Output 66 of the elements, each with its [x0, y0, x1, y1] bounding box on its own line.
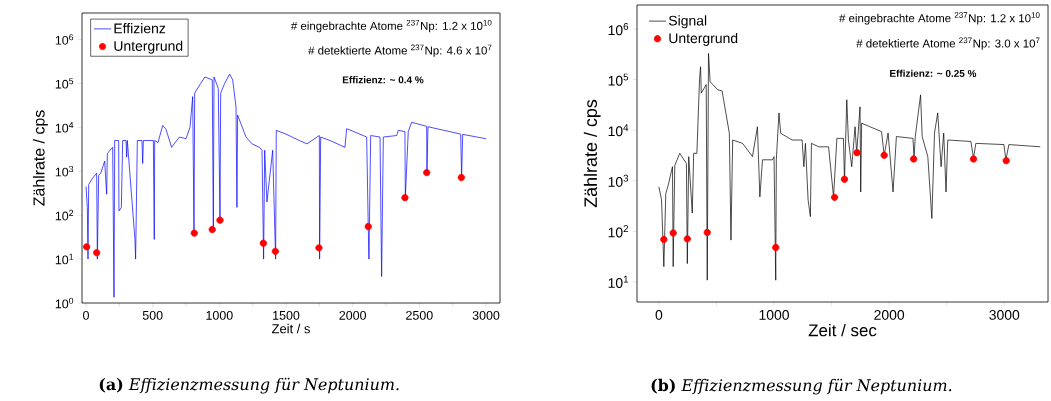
line-series [85, 73, 487, 298]
annotation: Effizienz: ~ 0.4 % [342, 76, 424, 84]
point [1002, 157, 1010, 165]
legend-label: Effizienz [114, 23, 166, 34]
legend-label: Untergrund [669, 32, 738, 46]
line-series [658, 53, 1041, 281]
point [401, 194, 409, 202]
x-tick-label: 1000 [759, 309, 789, 320]
legend-label: Untergrund [114, 40, 183, 54]
y-tick-label: 10$^{5}$ [608, 73, 629, 86]
point [840, 175, 849, 183]
point [880, 151, 888, 159]
annotation: # detektierte Atome $^{237}$Np: 4.6 x 10$^{7}$ [308, 44, 492, 57]
y-tick-label: 10$^{5}$ [55, 78, 74, 89]
point [364, 222, 372, 231]
y-tick-label: 10$^{6}$ [55, 34, 74, 45]
annotation: # eingebrachte Atome $^{237}$Np: 1.2 x 10$^{10}$ [290, 19, 492, 33]
y-tick-label: 10$^{4}$ [608, 124, 629, 137]
point [660, 235, 668, 244]
point [772, 243, 780, 252]
y-axis-title: Zählrate / cps [583, 99, 601, 208]
text: (a) Effizienzmessung für Neptunium. [99, 377, 399, 394]
y-tick-label: 10$^{1}$ [608, 275, 629, 288]
annotation: Effizienz: ~ 0.25 % [890, 69, 977, 77]
y-tick-label: 10$^{3}$ [608, 174, 629, 187]
y-tick-label: 10$^{2}$ [55, 209, 74, 221]
x-tick-label: 0 [655, 309, 663, 320]
y-tick-label: 10$^{3}$ [55, 165, 74, 177]
x-tick-label: 3000 [472, 310, 500, 320]
point [190, 229, 198, 237]
point [315, 244, 323, 252]
y-axis-title: Zählrate / cps [32, 110, 48, 206]
point [259, 239, 267, 247]
point [853, 149, 861, 157]
x-tick-label: 2000 [339, 310, 367, 320]
point [703, 228, 711, 237]
point [208, 225, 216, 234]
point [669, 229, 677, 237]
y-tick-label: 10$^{0}$ [55, 297, 74, 309]
x-tick-label: 0 [83, 310, 89, 320]
point [457, 173, 465, 182]
annotation: # detektierte Atome $^{237}$Np: 3.0 x 10$^{7}$ [856, 37, 1040, 50]
point [83, 243, 91, 251]
point [271, 247, 279, 255]
x-tick-label: 1000 [206, 310, 233, 320]
y-tick-label: 10$^{4}$ [55, 122, 74, 133]
point [93, 249, 101, 257]
point [969, 155, 978, 163]
x-tick-label: 3000 [989, 309, 1020, 320]
x-tick-label: 2500 [406, 310, 433, 320]
point [910, 155, 918, 163]
x-axis-title: Zeit / s [271, 323, 310, 334]
y-tick-label: 10$^{6}$ [608, 23, 629, 36]
point [423, 169, 431, 177]
y-tick-label: 10$^{1}$ [55, 253, 74, 265]
x-tick-label: 1500 [273, 310, 300, 320]
x-tick-label: 2000 [874, 309, 905, 320]
legend-label: Signal [668, 15, 707, 29]
x-axis-title: Zeit / sec [808, 323, 877, 337]
annotation: # eingebrachte Atome $^{237}$Np: 1.2 x 10$^{10}$ [839, 12, 1040, 25]
text: (b) Effizienzmessung für Neptunium. [651, 378, 952, 395]
y-tick-label: 10$^{2}$ [608, 225, 629, 238]
point [683, 235, 691, 243]
point [216, 216, 224, 224]
x-tick-label: 500 [142, 310, 163, 320]
point [830, 193, 839, 201]
